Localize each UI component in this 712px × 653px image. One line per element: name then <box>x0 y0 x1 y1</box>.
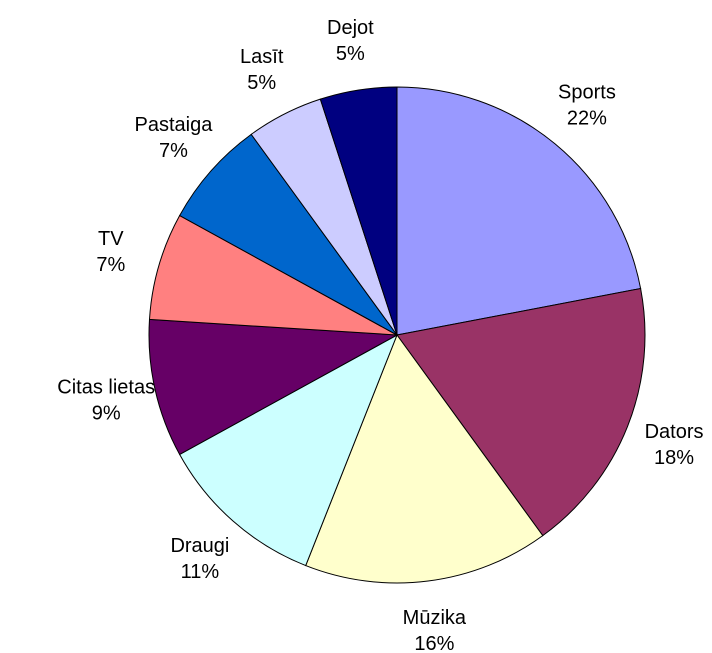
pie-slice <box>396 86 642 336</box>
pie-slice <box>305 333 544 584</box>
slice-value-label: 16% <box>414 633 454 653</box>
slice-label: Sports <box>558 82 616 104</box>
slice-label: Dators <box>645 421 704 443</box>
slice-value-label: 7% <box>159 140 188 162</box>
pie-slice <box>178 133 398 336</box>
pie-slice <box>396 287 646 537</box>
slice-label: Dejot <box>327 17 374 39</box>
slice-value-label: 7% <box>96 254 125 276</box>
slice-value-label: 22% <box>567 108 607 130</box>
slice-label: Lasīt <box>240 46 284 68</box>
slice-value-label: 18% <box>654 447 694 469</box>
slice-label: TV <box>98 228 124 250</box>
slice-label: Pastaiga <box>135 114 214 136</box>
slice-label: Citas lietas <box>57 376 155 398</box>
pie-slice <box>148 214 398 336</box>
pie-slice <box>148 318 399 456</box>
slice-value-label: 11% <box>181 561 220 583</box>
slice-value-label: 5% <box>336 43 365 65</box>
pie-slice <box>178 333 398 567</box>
slice-label: Mūzika <box>403 607 467 629</box>
slice-label: Draugi <box>170 535 229 557</box>
pie-slice <box>319 86 398 336</box>
slice-value-label: 5% <box>247 72 276 94</box>
slice-value-label: 9% <box>92 402 121 424</box>
